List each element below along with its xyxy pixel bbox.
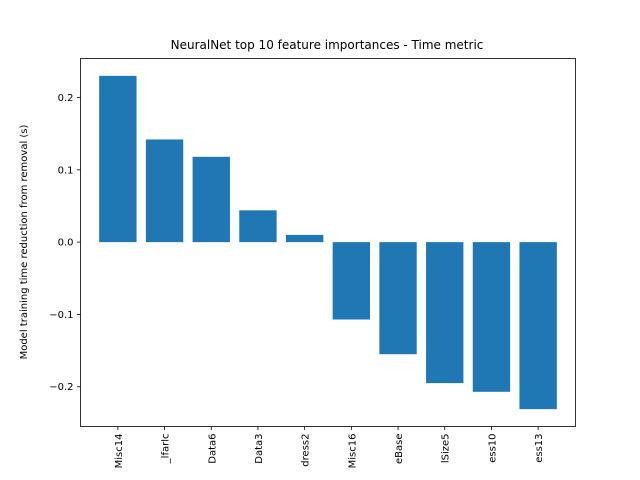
y-tick-label: −0.2 bbox=[49, 382, 73, 393]
bar-ess10 bbox=[472, 242, 511, 392]
y-tick-label: 0.1 bbox=[58, 165, 74, 176]
x-axis: Misc14 _lfarlc Data6 Data3 dress2 Misc16 eBase… bbox=[114, 426, 545, 469]
x-tick-label: ess10 bbox=[487, 434, 498, 463]
bar-_lfarlc bbox=[145, 139, 184, 243]
chart-title: NeuralNet top 10 feature importances - T… bbox=[171, 38, 484, 52]
bar-Data6 bbox=[192, 156, 230, 243]
bar-dress2 bbox=[285, 234, 324, 243]
bar-ess13 bbox=[519, 242, 557, 410]
x-tick-label: Misc14 bbox=[114, 434, 125, 469]
x-tick-label: dress2 bbox=[301, 434, 312, 467]
x-tick-label: Data3 bbox=[254, 434, 265, 464]
bar-Data3 bbox=[239, 210, 277, 243]
bar-Misc16 bbox=[332, 242, 371, 320]
x-tick-label: Misc16 bbox=[347, 434, 358, 469]
bars-group bbox=[99, 75, 557, 410]
bar-eBase bbox=[379, 242, 417, 355]
x-tick-label: ess13 bbox=[534, 434, 545, 463]
x-tick-label: lSize5 bbox=[441, 434, 452, 464]
bar-lSize5 bbox=[426, 242, 464, 384]
bar-Misc14 bbox=[99, 75, 137, 243]
y-tick-label: 0.2 bbox=[58, 93, 74, 104]
x-tick-label: eBase bbox=[394, 434, 405, 465]
y-axis-label: Model training time reduction from remov… bbox=[19, 124, 30, 359]
x-tick-label: _lfarlc bbox=[161, 434, 172, 465]
x-tick-label: Data6 bbox=[207, 434, 218, 464]
y-tick-label: 0.0 bbox=[58, 238, 74, 249]
y-tick-label: −0.1 bbox=[49, 310, 73, 321]
y-axis: −0.2 −0.1 0.0 0.1 0.2 bbox=[49, 93, 81, 393]
